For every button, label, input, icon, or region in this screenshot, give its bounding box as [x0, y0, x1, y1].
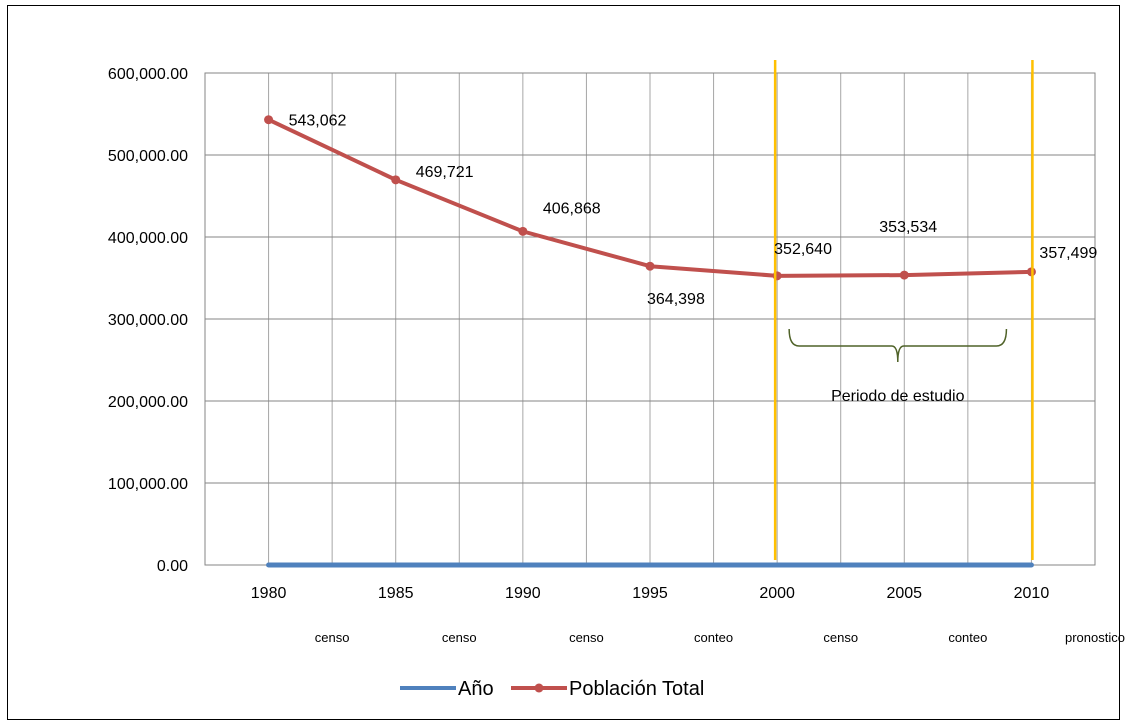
- data-point: [264, 115, 274, 125]
- data-point: [899, 270, 909, 280]
- x-tick-label: 2000: [759, 585, 795, 602]
- data-label: 353,534: [879, 219, 937, 236]
- category-notes: censo censo censo conteo censo conteo pronosti…: [315, 630, 1125, 645]
- reference-lines: [773, 60, 1034, 560]
- x-tick-label: 1990: [505, 585, 541, 602]
- grid: [204, 72, 1096, 566]
- x-tick-label: 2005: [886, 585, 922, 602]
- study-period-bracket: Periodo de estudio: [788, 328, 1008, 405]
- curly-bracket: [788, 328, 1008, 363]
- annotation-label: Periodo de estudio: [831, 388, 965, 405]
- legend-item: Población Total: [511, 678, 704, 700]
- y-tick-label: 500,000.00: [108, 148, 188, 165]
- y-tick-label: 300,000.00: [108, 312, 188, 329]
- data-label: 543,062: [289, 113, 347, 130]
- data-point: [645, 261, 655, 271]
- legend-marker: [534, 683, 544, 693]
- data-point: [518, 226, 528, 236]
- legend: Año Población Total: [400, 678, 704, 700]
- data-label: 352,640: [774, 241, 832, 258]
- data-labels: 543,062 469,721 406,868 364,398 352,640 353,5…: [289, 113, 1098, 309]
- y-tick-label: 100,000.00: [108, 476, 188, 493]
- y-tick-label: 400,000.00: [108, 230, 188, 247]
- data-label: 357,499: [1039, 245, 1097, 262]
- category-note: conteo: [694, 630, 733, 645]
- x-axis-ticks: 1980 1985 1990 1995 2000 2005 2010: [251, 585, 1050, 602]
- category-note: conteo: [948, 630, 987, 645]
- category-note: censo: [569, 630, 604, 645]
- data-point: [391, 175, 401, 185]
- y-tick-label: 200,000.00: [108, 394, 188, 411]
- data-label: 364,398: [647, 291, 705, 308]
- x-tick-label: 1995: [632, 585, 668, 602]
- category-note: pronostico: [1065, 630, 1125, 645]
- category-note: censo: [442, 630, 477, 645]
- data-label: 469,721: [416, 164, 474, 181]
- category-note: censo: [315, 630, 350, 645]
- legend-item: Año: [400, 678, 494, 700]
- x-tick-label: 1985: [378, 585, 414, 602]
- x-tick-label: 1980: [251, 585, 287, 602]
- legend-label: Población Total: [569, 678, 704, 700]
- y-axis-ticks: 0.00 100,000.00 200,000.00 300,000.00 400,00…: [108, 66, 188, 575]
- category-note: censo: [823, 630, 858, 645]
- legend-label: Año: [458, 678, 494, 700]
- chart-frame: [7, 5, 1120, 720]
- y-tick-label: 600,000.00: [108, 66, 188, 83]
- data-label: 406,868: [543, 200, 601, 217]
- x-tick-label: 2010: [1014, 585, 1050, 602]
- y-tick-label: 0.00: [157, 558, 188, 575]
